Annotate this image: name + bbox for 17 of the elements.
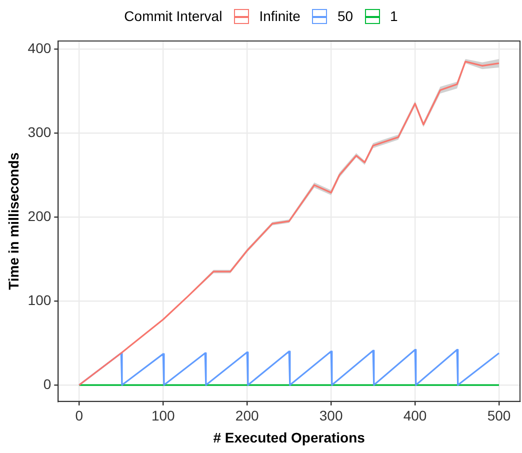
x-tick-label: 200: [235, 408, 259, 424]
y-tick-label: 0: [43, 376, 52, 392]
x-axis-title: # Executed Operations: [213, 429, 366, 446]
x-tick-label: 400: [403, 408, 427, 424]
legend-label: 1: [390, 8, 398, 24]
y-tick-label: 200: [28, 208, 52, 224]
y-tick-label: 100: [28, 292, 52, 308]
legend-title: Commit Interval: [124, 8, 222, 24]
x-tick-label: 0: [75, 408, 84, 424]
y-tick-label: 400: [28, 40, 52, 56]
x-tick-label: 100: [151, 408, 176, 424]
legend-label: 50: [337, 8, 354, 24]
x-tick-label: 300: [319, 408, 343, 424]
legend-label: Infinite: [259, 8, 300, 24]
y-tick-label: 300: [28, 124, 52, 140]
x-tick-label: 500: [487, 408, 511, 424]
y-axis-title: Time in milliseconds: [5, 152, 22, 290]
